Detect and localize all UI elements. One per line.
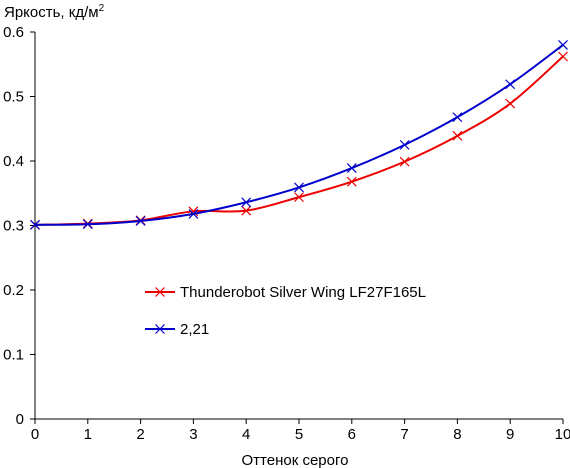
y-tick-label: 0.1 xyxy=(3,347,24,364)
y-axis-label: Яркость, кд/м2 xyxy=(4,3,105,21)
data-point-stroke-b xyxy=(135,216,146,226)
legend-item-0: Thunderobot Silver Wing LF27F165L xyxy=(145,284,426,301)
series-0 xyxy=(30,51,568,230)
data-point xyxy=(558,51,568,62)
legend-label: Thunderobot Silver Wing LF27F165L xyxy=(180,284,426,301)
data-point xyxy=(241,197,252,208)
data-point-stroke-b xyxy=(505,79,516,90)
legend-label: 2,21 xyxy=(180,321,209,338)
x-tick-label: 3 xyxy=(189,426,197,443)
x-tick-label: 9 xyxy=(506,426,514,443)
y-tick-label: 0.3 xyxy=(3,218,24,235)
data-point-stroke-b xyxy=(452,130,463,141)
x-tick-label: 0 xyxy=(31,426,39,443)
series-line xyxy=(34,55,564,226)
legend-marker-stroke-b xyxy=(155,324,165,334)
data-point-stroke-b xyxy=(82,219,93,230)
data-point-stroke-b xyxy=(452,112,463,123)
data-point xyxy=(294,192,304,203)
data-point xyxy=(30,219,40,230)
series-layer xyxy=(30,39,568,230)
y-tick-label: 0.2 xyxy=(3,282,24,299)
data-point-stroke-b xyxy=(558,51,568,62)
data-point xyxy=(452,130,463,141)
data-point-stroke-b xyxy=(558,39,568,50)
data-point-stroke-b xyxy=(505,98,516,109)
data-point xyxy=(346,163,357,174)
y-tick-label: 0 xyxy=(16,411,24,428)
series-1 xyxy=(30,39,568,230)
data-point-stroke-b xyxy=(241,197,252,208)
legend-marker xyxy=(155,287,165,297)
legend-marker xyxy=(155,324,165,334)
data-point-stroke-b xyxy=(188,208,199,219)
data-point xyxy=(346,176,357,187)
data-point-stroke-b xyxy=(30,219,40,230)
data-point-stroke-b xyxy=(294,182,304,193)
x-tick-label: 2 xyxy=(136,426,144,443)
data-point-stroke-b xyxy=(346,163,357,174)
x-tick-label: 6 xyxy=(348,426,356,443)
data-point xyxy=(505,79,516,90)
data-point xyxy=(505,98,516,109)
x-tick-label: 10 xyxy=(555,426,570,443)
legend: Thunderobot Silver Wing LF27F165L 2,21 xyxy=(145,284,426,338)
data-point-stroke-b xyxy=(399,156,410,167)
data-point-stroke-b xyxy=(399,139,410,150)
axes: 0 1 2 3 4 5 6 7 8 9 10 0 0.1 0.2 0.3 0.4 0.5 0.6 xyxy=(3,24,570,443)
data-point xyxy=(399,139,410,150)
x-tick-label: 5 xyxy=(295,426,303,443)
legend-marker-stroke-b xyxy=(155,287,165,297)
y-tick-label: 0.6 xyxy=(3,24,24,41)
data-point xyxy=(399,156,410,167)
data-point-stroke-b xyxy=(241,205,252,216)
x-axis-label: Оттенок серого xyxy=(242,452,349,468)
x-tick-label: 4 xyxy=(242,426,250,443)
x-tick-label: 8 xyxy=(453,426,461,443)
y-tick-label: 0.4 xyxy=(3,153,24,170)
data-point xyxy=(558,39,568,50)
legend-item-1: 2,21 xyxy=(145,321,209,338)
data-point xyxy=(135,216,146,226)
data-point-stroke-b xyxy=(294,192,304,203)
data-point-stroke-b xyxy=(346,176,357,187)
x-tick-label: 7 xyxy=(400,426,408,443)
y-tick-label: 0.5 xyxy=(3,89,24,106)
data-point xyxy=(188,208,199,219)
data-point xyxy=(82,219,93,230)
data-point xyxy=(294,182,304,193)
data-point xyxy=(452,112,463,123)
data-point xyxy=(241,205,252,216)
x-tick-label: 1 xyxy=(84,426,92,443)
